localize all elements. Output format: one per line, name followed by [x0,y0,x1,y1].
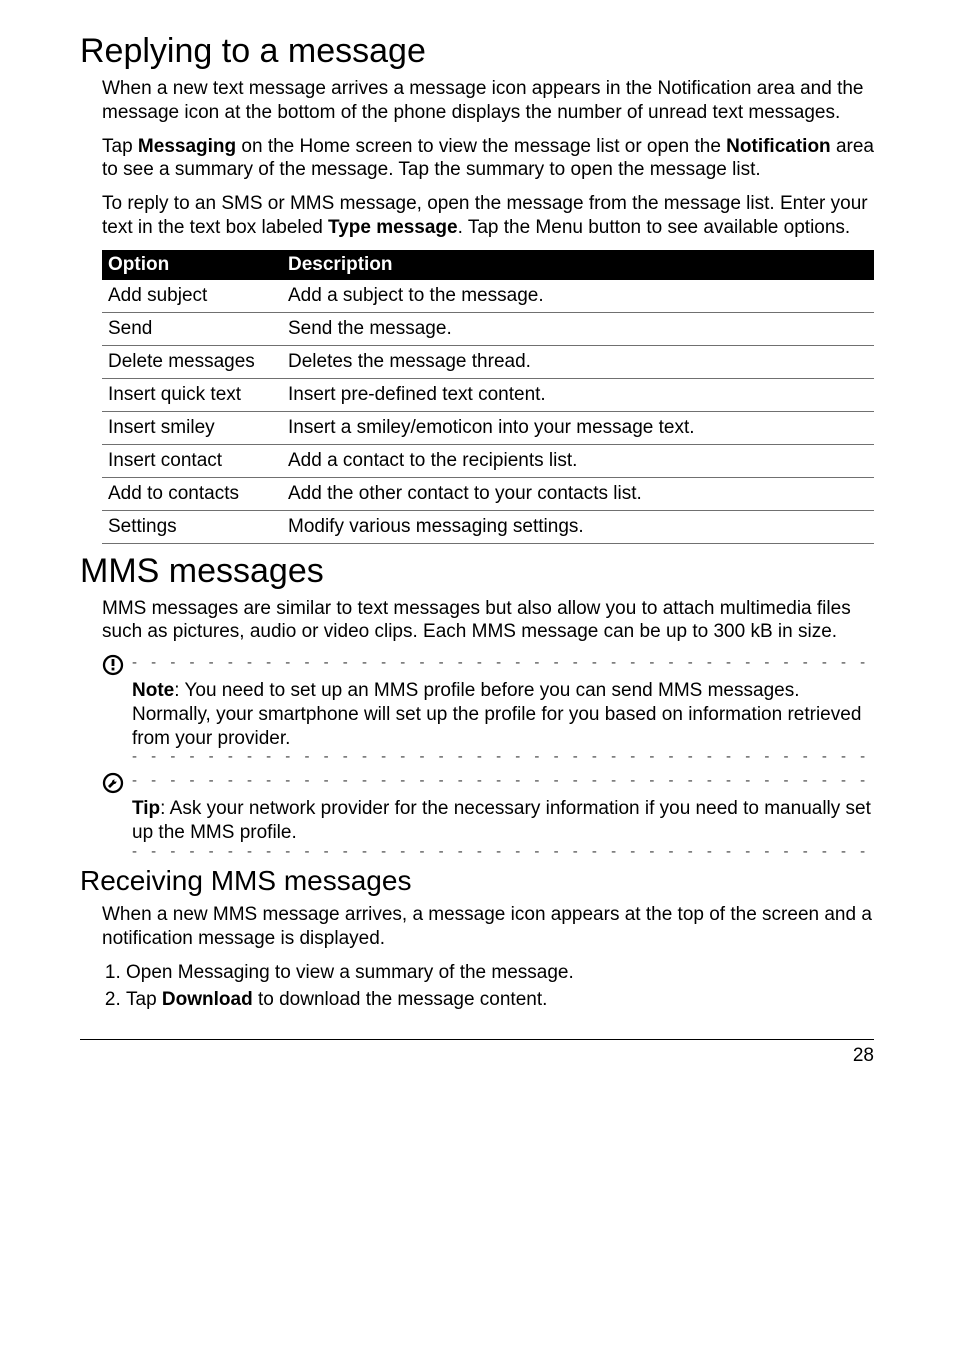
cell-desc: Deletes the message thread. [282,345,874,378]
tip-text: : Ask your network provider for the nece… [132,798,871,843]
cell-option: Insert contact [102,444,282,477]
list-item: Open Messaging to view a summary of the … [126,960,874,986]
table-row: Delete messagesDeletes the message threa… [102,345,874,378]
cell-option: Add subject [102,280,282,313]
cell-option: Settings [102,510,282,543]
table-row: Insert smileyInsert a smiley/emoticon in… [102,411,874,444]
table-row: Insert quick textInsert pre-defined text… [102,378,874,411]
bold-download: Download [162,989,253,1010]
heading-replying: Replying to a message [80,32,874,71]
text-run: . Tap the Menu button to see available o… [458,217,851,238]
options-table: Option Description Add subjectAdd a subj… [102,250,874,544]
warning-icon [102,654,132,681]
bold-type-message: Type message [328,217,458,238]
cell-desc: Add a contact to the recipients list. [282,444,874,477]
note-label: Note [132,680,174,701]
note-text: : You need to set up an MMS profile befo… [132,680,861,749]
cell-option: Add to contacts [102,477,282,510]
note-callout: - - - - - - - - - - - - - - - - - - - - … [102,654,874,762]
footer-divider [80,1039,874,1040]
heading-mms-messages: MMS messages [80,552,874,591]
page: Replying to a message When a new text me… [0,0,954,1352]
cell-desc: Send the message. [282,312,874,345]
tip-body: Tip: Ask your network provider for the n… [132,797,874,845]
text-run: Tap [126,989,162,1010]
page-number: 28 [80,1044,874,1068]
bold-notification: Notification [726,136,831,157]
list-item: Tap Download to download the message con… [126,987,874,1013]
text-run: Tap [102,136,138,157]
text-run: on the Home screen to view the message l… [236,136,726,157]
tip-callout: - - - - - - - - - - - - - - - - - - - - … [102,772,874,857]
tip-label: Tip [132,798,160,819]
warning-icon-svg [102,654,124,676]
tip-icon [102,772,132,799]
cell-desc: Add the other contact to your contacts l… [282,477,874,510]
dash-rule: - - - - - - - - - - - - - - - - - - - - … [132,847,874,857]
dash-rule: - - - - - - - - - - - - - - - - - - - - … [132,772,874,790]
table-row: Add subjectAdd a subject to the message. [102,280,874,313]
cell-desc: Add a subject to the message. [282,280,874,313]
heading-receiving-mms: Receiving MMS messages [80,865,874,897]
table-row: SendSend the message. [102,312,874,345]
dash-rule: - - - - - - - - - - - - - - - - - - - - … [132,752,874,762]
dash-rule: - - - - - - - - - - - - - - - - - - - - … [132,654,874,672]
cell-option: Insert smiley [102,411,282,444]
steps-list: Open Messaging to view a summary of the … [102,960,874,1012]
table-row: Add to contactsAdd the other contact to … [102,477,874,510]
section3-body: When a new MMS message arrives, a messag… [102,903,874,1013]
para: MMS messages are similar to text message… [102,597,874,645]
para: When a new text message arrives a messag… [102,77,874,125]
cell-option: Insert quick text [102,378,282,411]
section2-body: MMS messages are similar to text message… [102,597,874,857]
cell-desc: Modify various messaging settings. [282,510,874,543]
section1-body: When a new text message arrives a messag… [102,77,874,544]
cell-desc: Insert a smiley/emoticon into your messa… [282,411,874,444]
cell-option: Delete messages [102,345,282,378]
cell-desc: Insert pre-defined text content. [282,378,874,411]
tip-icon-svg [102,772,124,794]
note-body: Note: You need to set up an MMS profile … [132,679,874,750]
table-row: SettingsModify various messaging setting… [102,510,874,543]
col-description: Description [282,250,874,280]
col-option: Option [102,250,282,280]
table-row: Insert contactAdd a contact to the recip… [102,444,874,477]
bold-messaging: Messaging [138,136,236,157]
cell-option: Send [102,312,282,345]
para: Tap Messaging on the Home screen to view… [102,135,874,183]
para: To reply to an SMS or MMS message, open … [102,192,874,240]
text-run: to download the message content. [253,989,548,1010]
para: When a new MMS message arrives, a messag… [102,903,874,951]
